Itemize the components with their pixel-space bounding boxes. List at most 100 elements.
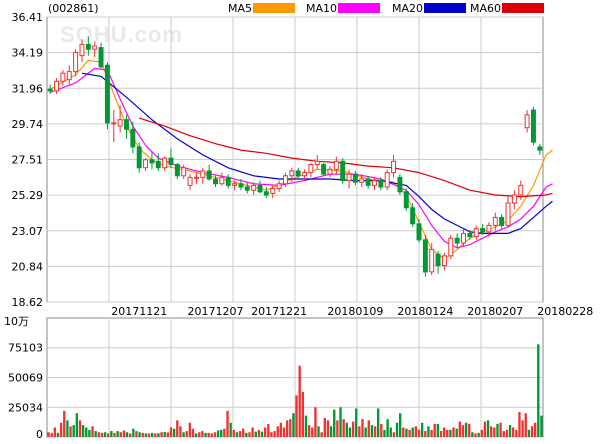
candle-body-up xyxy=(66,71,72,81)
candle xyxy=(454,233,460,248)
volume-bar xyxy=(279,422,283,437)
candle-body-down xyxy=(295,170,301,177)
volume-bar xyxy=(213,432,217,437)
volume-bar xyxy=(201,431,204,437)
volume-bar xyxy=(496,423,499,437)
volume-bar xyxy=(521,420,524,437)
price-tick-label: 23.07 xyxy=(12,225,44,238)
candle-body-up xyxy=(181,167,187,177)
volume-bar xyxy=(47,432,50,437)
volume-bar xyxy=(398,413,402,437)
candle-body-down xyxy=(537,146,543,151)
candle xyxy=(416,219,422,244)
volume-bar xyxy=(251,427,254,437)
candle xyxy=(327,166,333,178)
candle xyxy=(257,180,263,194)
candle xyxy=(486,222,492,237)
candle-body-up xyxy=(200,170,206,178)
volume-bar xyxy=(185,431,188,437)
candle xyxy=(219,172,225,186)
candle-body-down xyxy=(530,109,536,143)
volume-bar xyxy=(364,427,367,437)
volume-bar xyxy=(273,431,276,437)
volume-bar xyxy=(515,429,518,437)
candle xyxy=(441,252,447,271)
volume-bar xyxy=(260,431,264,437)
volume-bar xyxy=(486,420,490,437)
candle-body-down xyxy=(104,64,110,124)
volume-bar xyxy=(122,430,126,437)
price-tick-label: 36.41 xyxy=(12,11,44,24)
volume-bar xyxy=(207,432,210,437)
volume-bar xyxy=(358,426,361,437)
volume-bar xyxy=(430,429,433,437)
volume-bar xyxy=(245,432,248,437)
volume-bar xyxy=(527,429,531,437)
candle xyxy=(359,174,365,187)
volume-bar xyxy=(512,427,515,437)
volume-bar xyxy=(91,426,94,437)
candle xyxy=(295,167,301,179)
candle-body-up xyxy=(276,183,282,190)
volume-bar xyxy=(69,426,72,437)
date-tick-label: 20180207 xyxy=(467,305,523,318)
volume-bar xyxy=(433,423,436,437)
volume-bar xyxy=(311,427,314,437)
volume-bar xyxy=(367,420,370,437)
volume-bar xyxy=(100,432,104,437)
candle-body-up xyxy=(270,188,276,194)
candle-body-down xyxy=(47,88,53,92)
volume-bar xyxy=(392,432,396,437)
volume-bar xyxy=(508,425,512,437)
legend-swatch-ma20 xyxy=(424,3,466,13)
volume-bar xyxy=(461,425,465,437)
price-tick-label: 27.51 xyxy=(12,154,44,167)
volume-bar xyxy=(254,431,257,437)
volume-bar xyxy=(282,427,286,437)
candle-body-down xyxy=(480,228,486,233)
volume-bar xyxy=(304,415,308,437)
legend-swatch-ma60 xyxy=(502,3,544,13)
volume-bar xyxy=(72,425,75,437)
price-tick-label: 29.74 xyxy=(12,118,44,131)
candle-body-down xyxy=(206,170,212,180)
volume-bar xyxy=(110,431,113,437)
volume-bar xyxy=(383,429,386,437)
ma-line-ma60 xyxy=(139,117,553,198)
volume-bar xyxy=(499,422,502,437)
volume-bar xyxy=(163,432,166,437)
volume-bar xyxy=(345,422,348,437)
volume-y-axis: 75103 50069 25034 0 xyxy=(8,342,43,441)
volume-bar xyxy=(119,432,122,437)
candle xyxy=(321,162,327,176)
candle-body-down xyxy=(130,128,136,148)
volume-bar xyxy=(455,428,458,437)
volume-bar xyxy=(88,429,91,437)
candle-body-down xyxy=(149,159,155,164)
candle xyxy=(124,114,129,139)
volume-bar xyxy=(502,431,505,437)
candle xyxy=(473,225,479,240)
volume-bar xyxy=(370,425,374,437)
volume-bar xyxy=(129,433,132,437)
volume-bar xyxy=(78,420,82,437)
volume-bar xyxy=(386,419,389,437)
volume-bar xyxy=(439,431,443,437)
candle-body-up xyxy=(73,51,79,73)
volume-bar xyxy=(307,425,311,437)
candle-body-up xyxy=(333,160,339,170)
volume-bar xyxy=(270,432,273,437)
volume-bar xyxy=(59,422,63,437)
candle xyxy=(511,190,517,210)
candle xyxy=(524,110,530,133)
volume-bar xyxy=(157,433,160,437)
candle xyxy=(410,202,416,228)
volume-bar xyxy=(301,391,305,437)
candle-body-up xyxy=(359,178,365,183)
candle-body-up xyxy=(232,183,238,186)
candle-body-up xyxy=(486,224,492,233)
volume-bar xyxy=(317,426,320,437)
volume-bar xyxy=(264,427,267,437)
volume-unit-label: 10万 xyxy=(4,315,29,328)
candle-body-down xyxy=(321,164,327,175)
